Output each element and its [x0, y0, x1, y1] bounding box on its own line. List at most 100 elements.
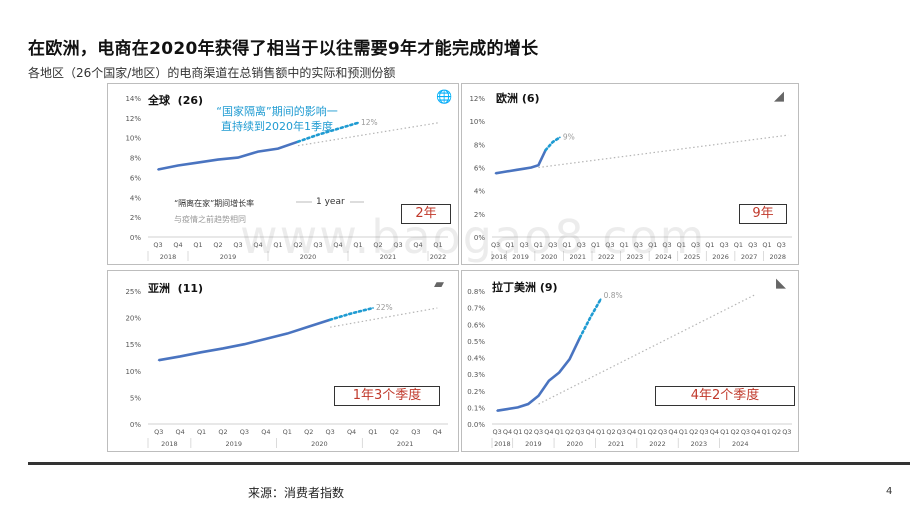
x-tick-label: Q1: [283, 428, 292, 436]
data-point: [496, 409, 499, 412]
x-tick-label: Q2: [772, 428, 781, 436]
panel-title-asia: 亚洲 (11): [148, 282, 204, 295]
data-point: [157, 359, 160, 362]
y-tick-label: 2%: [474, 211, 485, 219]
year-label: 2020: [300, 253, 317, 261]
y-tick-label: 0%: [130, 421, 141, 429]
year-label: 2020: [541, 253, 558, 261]
x-tick-label: Q1: [353, 241, 362, 249]
data-point: [357, 121, 359, 124]
data-point: [372, 307, 374, 309]
page-title: 在欧洲，电商在2020年获得了相当于以往需要9年才能完成的增长: [28, 39, 539, 59]
data-point: [501, 171, 504, 174]
x-tick-label: Q3: [493, 428, 502, 436]
x-tick-label: Q4: [627, 428, 636, 436]
footer-divider: [28, 462, 910, 465]
y-tick-label: 0.4%: [467, 355, 485, 363]
year-label: 2023: [691, 440, 708, 448]
series-trend-line: [538, 293, 757, 405]
year-label: 2018: [494, 440, 511, 448]
x-tick-label: Q2: [293, 241, 302, 249]
x-tick-label: Q4: [586, 428, 595, 436]
data-point: [307, 325, 310, 328]
data-point: [558, 371, 561, 374]
x-tick-label: Q1: [197, 428, 206, 436]
data-point: [222, 347, 224, 350]
end-value-label: 22%: [376, 303, 393, 312]
x-tick-label: Q2: [565, 428, 574, 436]
data-point: [200, 351, 203, 354]
data-point: [523, 167, 526, 170]
chart-svg-europe: 0% 2% 4% 6% 8% 10% 12% Q3 Q1 Q3 Q1 Q3 Q1 Q3 Q1 Q3 Q1 Q3 Q1…: [469, 95, 792, 261]
x-tick-label: Q1: [555, 428, 564, 436]
callout-text: “国家隔离”期间的影响一 直持续到2020年1季度: [216, 105, 338, 133]
data-point: [243, 343, 246, 346]
legend-growth: “隔离在家”期间增长率: [174, 199, 255, 208]
x-tick-label: Q3: [548, 241, 557, 249]
data-point: [217, 158, 219, 161]
x-tick-label: Q1: [591, 241, 600, 249]
y-tick-label: 20%: [125, 315, 141, 323]
x-tick-label: Q3: [699, 428, 708, 436]
growth-badge: 2年: [401, 204, 451, 224]
panel-title-global: 全球 (26): [148, 94, 204, 107]
year-label: 2019: [220, 253, 237, 261]
year-label: 2027: [741, 253, 758, 261]
data-point: [317, 133, 319, 136]
x-tick-label: Q4: [433, 428, 442, 436]
data-point: [286, 332, 289, 335]
series-actual-line: [157, 140, 299, 171]
x-tick-label: Q4: [544, 428, 553, 436]
x-tick-label: Q2: [606, 428, 615, 436]
x-tick-label: Q3: [605, 241, 614, 249]
asia-map-icon: ▰: [434, 277, 444, 292]
x-tick-label: Q1: [368, 428, 377, 436]
x-tick-label: Q3: [777, 241, 786, 249]
data-point: [277, 147, 279, 150]
x-tick-label: Q4: [176, 428, 185, 436]
y-tick-label: 6%: [130, 174, 141, 182]
year-label: 2019: [225, 440, 242, 448]
data-point: [516, 406, 519, 409]
series-forecast-line: [296, 121, 360, 143]
data-point: [547, 379, 550, 382]
y-tick-label: 10%: [125, 368, 141, 376]
end-value-label: 0.8%: [604, 291, 623, 300]
legend-year: 1 year: [316, 197, 345, 207]
y-tick-label: 10%: [469, 118, 485, 126]
data-point: [494, 172, 497, 175]
data-point: [579, 336, 581, 339]
x-tick-label: Q1: [193, 241, 202, 249]
x-tick-label: Q1: [273, 241, 282, 249]
x-tick-label: Q1: [562, 241, 571, 249]
x-tick-label: Q3: [520, 241, 529, 249]
data-point: [297, 140, 299, 143]
x-tick-label: Q3: [634, 241, 643, 249]
data-point: [257, 150, 259, 153]
x-tick-label: Q3: [326, 428, 335, 436]
y-tick-label: 0.6%: [467, 321, 485, 329]
x-tick-label: Q2: [730, 428, 739, 436]
series-actual-line: [496, 336, 582, 412]
y-tick-label: 8%: [474, 141, 485, 149]
x-tick-label: Q4: [668, 428, 677, 436]
panel-title-europe: 欧洲 (6): [496, 92, 540, 105]
data-point: [558, 136, 561, 139]
growth-badge: 4年2个季度: [655, 386, 795, 406]
x-tick-label: Q1: [679, 428, 688, 436]
y-tick-label: 15%: [125, 341, 141, 349]
data-point: [530, 166, 533, 169]
y-tick-label: 0.7%: [467, 305, 485, 313]
y-tick-label: 12%: [469, 95, 485, 103]
y-tick-label: 0%: [474, 234, 485, 242]
x-tick-label: Q1: [505, 241, 514, 249]
data-point: [329, 318, 332, 321]
data-point: [177, 164, 179, 167]
data-point: [589, 316, 592, 319]
year-label: 2020: [311, 440, 328, 448]
x-tick-label: Q2: [304, 428, 313, 436]
x-tick-label: Q3: [662, 241, 671, 249]
end-value-label: 12%: [361, 118, 378, 127]
data-point: [544, 149, 547, 152]
chart-panel-latam: 0.0% 0.1% 0.2% 0.3% 0.4% 0.5% 0.6% 0.7% 0.8% Q3 Q4…: [461, 270, 799, 452]
